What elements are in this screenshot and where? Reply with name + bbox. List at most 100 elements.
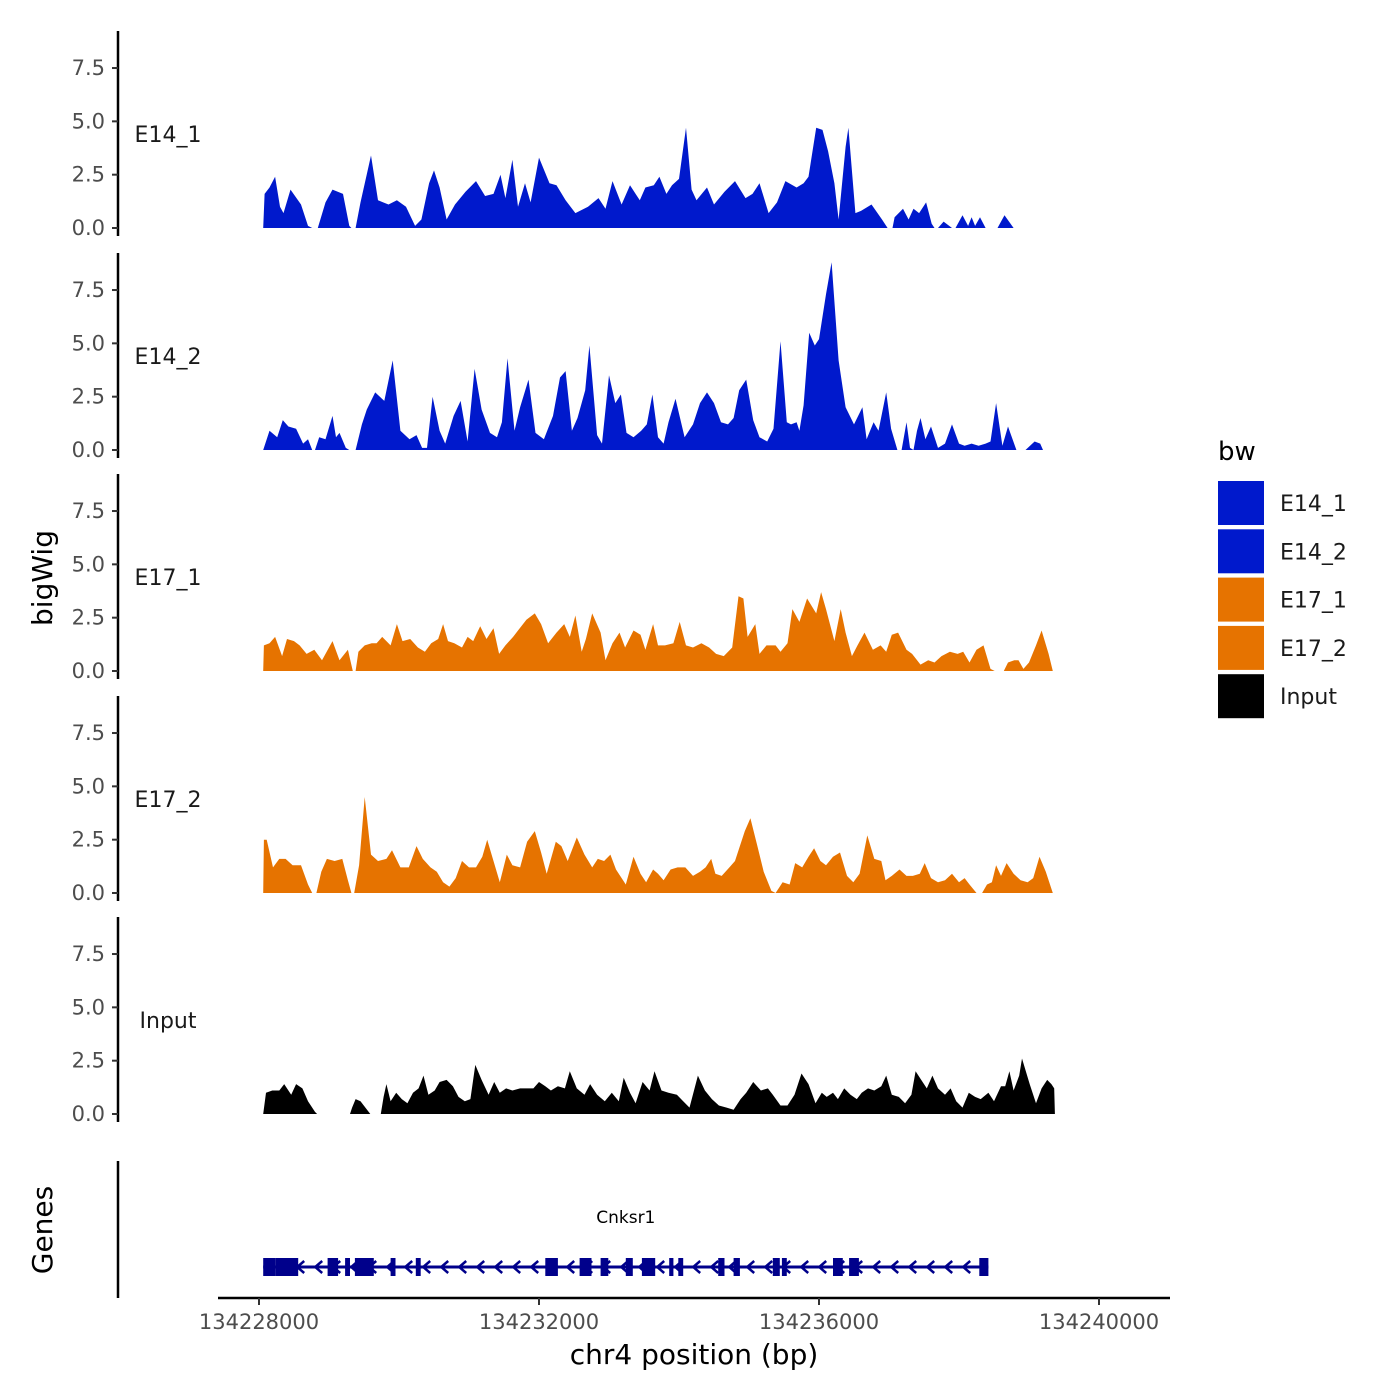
- y-tick-label: 2.5: [72, 606, 105, 630]
- legend-label: E14_2: [1280, 540, 1347, 565]
- x-axis-title: chr4 position (bp): [570, 1338, 819, 1371]
- y-tick-label: 5.0: [72, 552, 105, 576]
- exon: [979, 1258, 989, 1276]
- strand-arrow: [691, 1260, 702, 1274]
- exon: [390, 1258, 396, 1276]
- exon: [415, 1258, 421, 1276]
- signal-area-e17_2: [263, 797, 1053, 893]
- exon: [263, 1258, 276, 1276]
- signal-area-e14_2: [263, 262, 1043, 450]
- y-tick-label: 0.0: [72, 1102, 105, 1126]
- y-tick-label: 5.0: [72, 774, 105, 798]
- gene-label: Cnksr1: [596, 1208, 655, 1228]
- y-tick-label: 0.0: [72, 216, 105, 240]
- exon: [849, 1258, 859, 1276]
- y-tick-label: 7.5: [72, 56, 105, 80]
- exon: [600, 1258, 609, 1276]
- exon: [669, 1258, 674, 1276]
- legend-label: Input: [1280, 685, 1337, 710]
- strand-arrow: [421, 1260, 432, 1274]
- exon: [345, 1258, 350, 1276]
- signal-area-e17_1: [263, 592, 1053, 671]
- x-tick-label: 134232000: [479, 1310, 599, 1334]
- exon: [733, 1258, 740, 1276]
- strand-arrow: [475, 1260, 486, 1274]
- strand-arrow: [439, 1260, 450, 1274]
- strand-arrow: [871, 1260, 882, 1274]
- signal-area-e14_1: [263, 127, 1014, 228]
- x-tick-label: 134240000: [1039, 1310, 1159, 1334]
- strand-arrow: [493, 1260, 504, 1274]
- legend-swatch: [1218, 577, 1264, 622]
- legend-item-input: Input: [1218, 674, 1337, 719]
- track-panel-e17_2: 0.0 2.5 5.0 7.5 E17_2: [72, 696, 1053, 905]
- strand-arrow: [817, 1260, 828, 1274]
- legend-label: E17_1: [1280, 589, 1347, 614]
- legend-label: E17_2: [1280, 637, 1347, 662]
- track-panels: 0.0 2.5 5.0 7.5 E14_1 0.0 2.5 5.0 7.5 E14_2 0.0 2.5…: [72, 31, 1055, 1126]
- track-panel-input: 0.0 2.5 5.0 7.5 Input: [72, 917, 1055, 1126]
- legend-item-e17_1: E17_1: [1218, 577, 1347, 622]
- signal-area-input: [263, 1058, 1055, 1114]
- legend-item-e14_2: E14_2: [1218, 529, 1347, 574]
- x-tick-label: 134236000: [759, 1310, 879, 1334]
- legend-swatch: [1218, 674, 1264, 719]
- track-label-input: Input: [140, 1009, 197, 1034]
- exon: [354, 1258, 374, 1276]
- legend-title: bw: [1218, 437, 1256, 467]
- exon: [833, 1258, 843, 1276]
- y-tick-label: 5.0: [72, 995, 105, 1019]
- x-tick-label: 134228000: [199, 1310, 319, 1334]
- strand-arrow: [529, 1260, 540, 1274]
- exon: [641, 1258, 656, 1276]
- y-tick-label: 7.5: [72, 499, 105, 523]
- exon: [718, 1258, 725, 1276]
- y-tick-label: 7.5: [72, 721, 105, 745]
- strand-arrow: [763, 1260, 774, 1274]
- legend-swatch: [1218, 529, 1264, 574]
- y-tick-label: 2.5: [72, 828, 105, 852]
- track-label-e17_2: E17_2: [135, 788, 202, 813]
- strand-arrow: [511, 1260, 522, 1274]
- exon: [545, 1258, 558, 1276]
- exon: [579, 1258, 592, 1276]
- strand-arrow: [889, 1260, 900, 1274]
- legend-label: E14_1: [1280, 492, 1347, 517]
- y-tick-label: 2.5: [72, 1049, 105, 1073]
- gene-panel: Cnksr1: [116, 1161, 989, 1298]
- y-tick-label: 5.0: [72, 331, 105, 355]
- y-tick-label: 2.5: [72, 163, 105, 187]
- track-label-e14_1: E14_1: [135, 123, 202, 148]
- gene-panel-title: Genes: [26, 1186, 59, 1274]
- exon: [327, 1258, 339, 1276]
- strand-arrow: [313, 1260, 324, 1274]
- y-tick-label: 0.0: [72, 438, 105, 462]
- y-axis-title: bigWig: [26, 530, 59, 626]
- strand-arrow: [655, 1260, 666, 1274]
- legend-swatch: [1218, 625, 1264, 670]
- strand-arrow: [565, 1260, 576, 1274]
- exon: [772, 1258, 780, 1276]
- strand-arrow: [907, 1260, 918, 1274]
- legend-swatch: [1218, 481, 1264, 525]
- strand-arrow: [925, 1260, 936, 1274]
- y-tick-label: 5.0: [72, 109, 105, 133]
- track-label-e14_2: E14_2: [135, 345, 202, 370]
- legend-item-e17_2: E17_2: [1218, 625, 1347, 670]
- y-tick-label: 7.5: [72, 278, 105, 302]
- exon: [625, 1258, 633, 1276]
- y-tick-label: 7.5: [72, 942, 105, 966]
- legend: bw E14_1 E14_2 E17_1 E17_2 Input: [1218, 437, 1347, 719]
- track-label-e17_1: E17_1: [135, 566, 202, 591]
- strand-arrow: [457, 1260, 468, 1274]
- legend-item-e14_1: E14_1: [1218, 481, 1347, 525]
- exon: [781, 1258, 787, 1276]
- y-tick-label: 0.0: [72, 881, 105, 905]
- x-axis: 134228000 134232000 134236000 134240000: [199, 1296, 1170, 1334]
- exon: [678, 1258, 684, 1276]
- track-panel-e14_1: 0.0 2.5 5.0 7.5 E14_1: [72, 31, 1014, 240]
- strand-arrow: [403, 1260, 414, 1274]
- exon: [275, 1258, 299, 1276]
- track-panel-e14_2: 0.0 2.5 5.0 7.5 E14_2: [72, 253, 1043, 462]
- y-tick-label: 2.5: [72, 385, 105, 409]
